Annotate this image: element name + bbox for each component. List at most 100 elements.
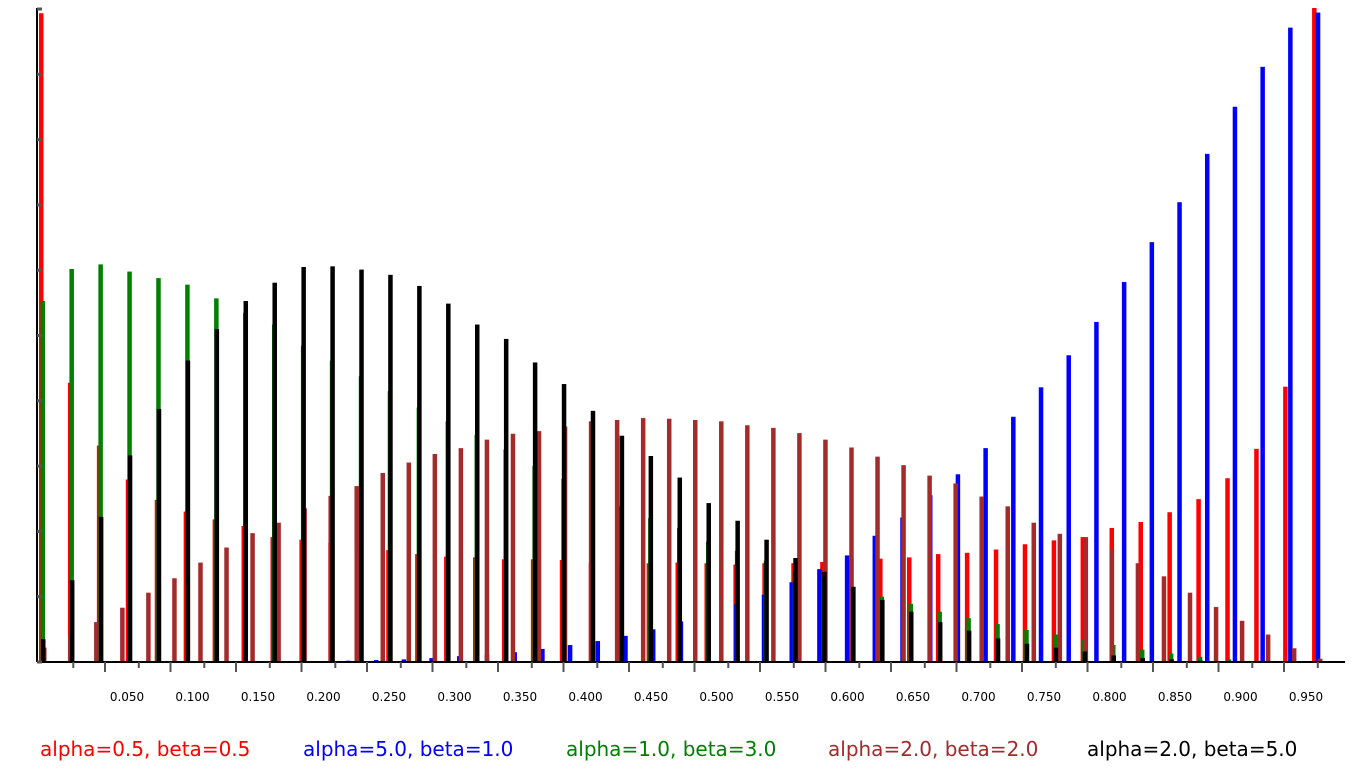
bar-alpha-2-0-beta-5-0-38 bbox=[1140, 658, 1145, 662]
bar-alpha-2-0-beta-2-0-36 bbox=[979, 496, 984, 662]
bar-alpha-2-0-beta-5-0-29 bbox=[880, 599, 885, 662]
bar-alpha-2-0-beta-5-0-6 bbox=[214, 329, 220, 662]
x-tick-label: 0.150 bbox=[241, 690, 275, 704]
bar-alpha-2-0-beta-5-0-24 bbox=[735, 520, 740, 662]
x-tick-label: 0.100 bbox=[175, 690, 209, 704]
x-tick-label: 0.500 bbox=[699, 690, 733, 704]
bar-alpha-5-0-beta-1-0-20 bbox=[595, 641, 601, 662]
bar-alpha-2-0-beta-2-0-4 bbox=[146, 592, 151, 662]
bar-alpha-0-5-beta-0-5-34 bbox=[1022, 544, 1028, 662]
legend-item-4: alpha=2.0, beta=5.0 bbox=[1087, 737, 1297, 761]
bar-alpha-0-5-beta-0-5-32 bbox=[964, 552, 970, 662]
bar-alpha-5-0-beta-1-0-19 bbox=[567, 645, 573, 662]
bar-alpha-2-0-beta-5-0-11 bbox=[359, 269, 364, 662]
bar-alpha-5-0-beta-1-0-18 bbox=[540, 648, 545, 662]
bar-alpha-5-0-beta-1-0-36 bbox=[1038, 387, 1044, 662]
bar-alpha-2-0-beta-5-0-16 bbox=[503, 338, 509, 662]
bar-alpha-5-0-beta-1-0-22 bbox=[650, 629, 656, 662]
x-axis-tick-labels: 0.050 0.100 0.150 0.200 0.250 0.300 0.350 0.400… bbox=[110, 690, 1323, 704]
bar-alpha-2-0-beta-2-0-3 bbox=[120, 607, 125, 662]
bar-alpha-2-0-beta-5-0-35 bbox=[1053, 647, 1059, 662]
bar-alpha-5-0-beta-1-0-44 bbox=[1260, 66, 1265, 663]
bar-alpha-2-0-beta-2-0-7 bbox=[224, 547, 229, 662]
x-tick-label: 0.400 bbox=[568, 690, 602, 704]
bar-alpha-5-0-beta-1-0-14 bbox=[429, 658, 434, 662]
bar-alpha-2-0-beta-2-0-46 bbox=[1239, 620, 1245, 662]
bar-alpha-0-5-beta-0-5-31 bbox=[935, 554, 941, 662]
bar-alpha-2-0-beta-2-0-22 bbox=[614, 420, 620, 662]
bar-alpha-5-0-beta-1-0-39 bbox=[1121, 282, 1127, 662]
bar-alpha-1-0-beta-3-0-0 bbox=[40, 300, 45, 662]
bar-alpha-2-0-beta-2-0-29 bbox=[797, 433, 802, 662]
bar-alpha-2-0-beta-5-0-17 bbox=[532, 362, 538, 662]
x-tick-label: 0.900 bbox=[1223, 690, 1257, 704]
bar-alpha-1-0-beta-3-0-41 bbox=[1226, 659, 1232, 662]
bar-alpha-2-0-beta-5-0-25 bbox=[764, 539, 769, 662]
bar-alpha-2-0-beta-2-0-28 bbox=[771, 427, 776, 662]
bar-alpha-2-0-beta-2-0-2 bbox=[94, 622, 99, 662]
bar-alpha-2-0-beta-2-0-41 bbox=[1109, 549, 1115, 662]
bar-alpha-5-0-beta-1-0-27 bbox=[789, 582, 794, 662]
bar-alpha-2-0-beta-2-0-44 bbox=[1187, 592, 1193, 662]
bar-alpha-2-0-beta-5-0-22 bbox=[677, 477, 683, 662]
x-tick-label: 0.200 bbox=[306, 690, 340, 704]
bars-layer bbox=[39, 8, 1323, 663]
bar-alpha-2-0-beta-5-0-9 bbox=[301, 266, 306, 662]
bar-alpha-2-0-beta-5-0-26 bbox=[793, 558, 798, 662]
x-tick-label: 0.800 bbox=[1092, 690, 1126, 704]
bar-alpha-2-0-beta-2-0-27 bbox=[745, 425, 750, 662]
bar-alpha-0-5-beta-0-5-43 bbox=[1283, 386, 1288, 662]
bar-alpha-0-5-beta-0-5-42 bbox=[1254, 448, 1259, 662]
bar-alpha-2-0-beta-5-0-21 bbox=[648, 455, 654, 662]
bar-alpha-2-0-beta-2-0-14 bbox=[406, 462, 412, 662]
bar-alpha-2-0-beta-5-0-5 bbox=[185, 360, 191, 662]
bar-alpha-2-0-beta-2-0-16 bbox=[458, 448, 464, 662]
bar-alpha-2-0-beta-5-0-31 bbox=[937, 622, 943, 662]
bar-alpha-5-0-beta-1-0-41 bbox=[1177, 202, 1182, 663]
bar-alpha-2-0-beta-2-0-31 bbox=[849, 447, 854, 662]
bar-alpha-2-0-beta-5-0-27 bbox=[822, 571, 827, 662]
bar-alpha-2-0-beta-2-0-48 bbox=[1291, 648, 1297, 662]
bar-alpha-2-0-beta-2-0-47 bbox=[1265, 634, 1271, 662]
bar-alpha-2-0-beta-2-0-5 bbox=[172, 578, 177, 662]
bar-alpha-2-0-beta-2-0-17 bbox=[484, 439, 490, 662]
x-tick-label: 0.700 bbox=[961, 690, 995, 704]
bar-alpha-2-0-beta-5-0-15 bbox=[475, 324, 480, 662]
x-tick-label: 0.950 bbox=[1289, 690, 1323, 704]
bar-alpha-5-0-beta-1-0-40 bbox=[1149, 242, 1155, 662]
bar-alpha-2-0-beta-2-0-30 bbox=[823, 439, 828, 662]
bar-alpha-2-0-beta-2-0-40 bbox=[1083, 537, 1089, 662]
bar-alpha-2-0-beta-2-0-35 bbox=[953, 483, 958, 662]
bar-alpha-0-5-beta-0-5-41 bbox=[1225, 478, 1230, 662]
bar-alpha-2-0-beta-2-0-6 bbox=[198, 562, 203, 662]
bar-alpha-1-0-beta-3-0-40 bbox=[1197, 656, 1203, 662]
bar-alpha-5-0-beta-1-0-46 bbox=[1315, 12, 1321, 662]
bar-alpha-5-0-beta-1-0-21 bbox=[623, 635, 628, 662]
bar-alpha-2-0-beta-5-0-1 bbox=[69, 580, 75, 662]
bar-alpha-2-0-beta-2-0-12 bbox=[354, 486, 359, 662]
bar-alpha-2-0-beta-2-0-42 bbox=[1135, 563, 1141, 662]
bar-alpha-2-0-beta-2-0-15 bbox=[432, 454, 438, 662]
x-axis-ticks bbox=[72, 662, 1319, 672]
bar-alpha-0-5-beta-0-5-40 bbox=[1196, 499, 1201, 662]
x-tick-label: 0.350 bbox=[503, 690, 537, 704]
x-tick-label: 0.650 bbox=[896, 690, 930, 704]
bar-alpha-5-0-beta-1-0-33 bbox=[955, 474, 961, 662]
bar-alpha-5-0-beta-1-0-37 bbox=[1066, 355, 1071, 662]
bar-alpha-2-0-beta-5-0-13 bbox=[417, 285, 422, 662]
bar-alpha-2-0-beta-5-0-34 bbox=[1024, 643, 1030, 662]
bar-alpha-2-0-beta-5-0-23 bbox=[706, 503, 711, 662]
bar-alpha-2-0-beta-2-0-39 bbox=[1057, 533, 1063, 662]
bar-alpha-2-0-beta-5-0-37 bbox=[1111, 655, 1117, 662]
bar-alpha-2-0-beta-5-0-28 bbox=[851, 586, 856, 662]
bar-alpha-2-0-beta-5-0-14 bbox=[446, 303, 451, 662]
bar-alpha-5-0-beta-1-0-45 bbox=[1288, 27, 1293, 663]
bar-alpha-2-0-beta-5-0-19 bbox=[590, 410, 596, 662]
bar-alpha-2-0-beta-2-0-18 bbox=[510, 433, 516, 662]
bar-alpha-2-0-beta-2-0-8 bbox=[250, 533, 255, 662]
x-tick-label: 0.550 bbox=[765, 690, 799, 704]
bar-alpha-5-0-beta-1-0-35 bbox=[1011, 416, 1016, 662]
bar-alpha-2-0-beta-2-0-13 bbox=[380, 472, 386, 662]
bar-alpha-5-0-beta-1-0-43 bbox=[1232, 106, 1238, 662]
bar-alpha-5-0-beta-1-0-42 bbox=[1204, 153, 1210, 662]
